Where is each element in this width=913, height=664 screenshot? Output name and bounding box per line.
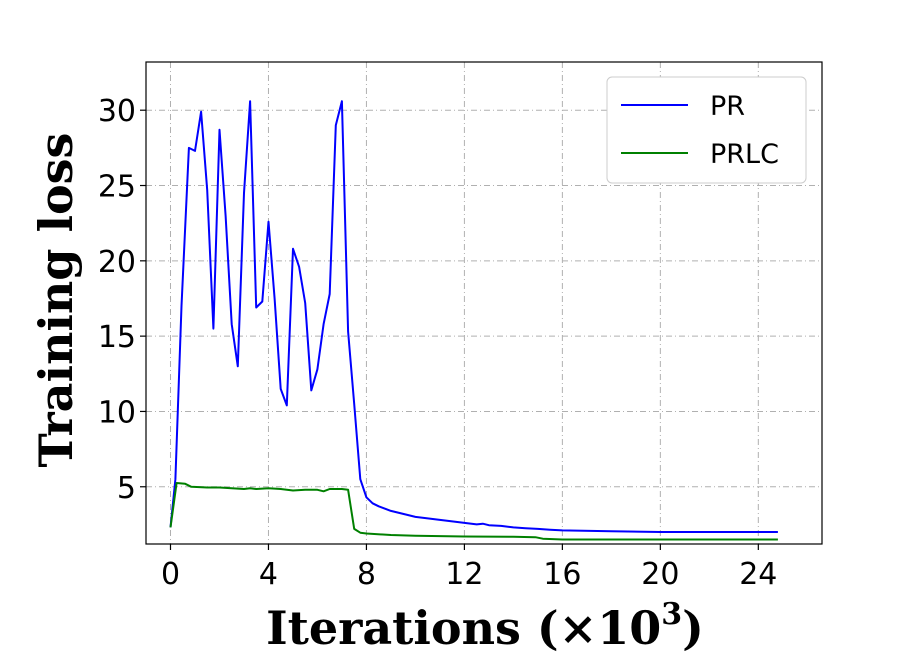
series-line-prlc — [169, 482, 778, 541]
x-tick-label: 0 — [161, 557, 180, 592]
series-layer — [169, 100, 778, 541]
x-tick-label: 12 — [445, 557, 483, 592]
y-tick-label: 5 — [117, 471, 136, 506]
plot-frame — [145, 61, 823, 545]
y-tick-label: 25 — [98, 170, 136, 205]
x-tick-label: 20 — [641, 557, 679, 592]
x-tick-label: 16 — [543, 557, 581, 592]
y-tick-label: 20 — [98, 245, 136, 280]
axis-ticks: 0 4 8 12 16 20 24 5 10 15 20 25 30 — [98, 94, 778, 592]
x-tick-label: 8 — [357, 557, 376, 592]
legend-box — [606, 76, 807, 184]
y-axis-label: Training loss — [29, 133, 83, 468]
x-axis-label: Iterations (×103) — [266, 597, 704, 655]
y-tick-label: 10 — [98, 395, 136, 430]
legend: PR PRLC — [606, 76, 807, 184]
x-tick-label: 24 — [739, 557, 777, 592]
x-tick-label: 4 — [259, 557, 278, 592]
series-line-pr — [169, 100, 778, 533]
y-tick-label: 30 — [98, 94, 136, 129]
legend-label-prlc: PRLC — [710, 139, 779, 170]
y-tick-label: 15 — [98, 320, 136, 355]
legend-label-pr: PR — [710, 91, 745, 122]
